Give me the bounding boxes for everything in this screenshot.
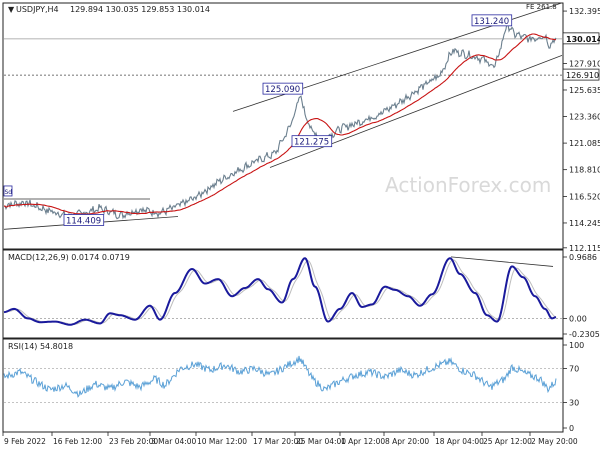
- rsi-series: [3, 355, 557, 398]
- main-grid: [4, 38, 562, 76]
- macd-axis: 0.9686 0.00 -0.2305: [563, 253, 600, 339]
- rsi-tick-label: 100: [569, 341, 584, 350]
- rsi-grid: [4, 368, 562, 403]
- price-series-line: [3, 21, 557, 220]
- channel-lower-line: [269, 54, 563, 168]
- price-axis: 132.395 127.910 125.635 123.360 121.085 118.8…: [562, 7, 600, 253]
- symbol-label: USDJPY,H4: [16, 5, 59, 14]
- price-tick-label: 118.810: [569, 166, 600, 175]
- time-tick-label: 17 Mar 20:00: [253, 437, 303, 446]
- macd-divergence-line: [450, 256, 554, 267]
- price-tick-label: 125.635: [569, 86, 600, 95]
- macd-label: MACD(12,26,9) 0.0174 0.0719: [8, 253, 130, 262]
- rsi-line: [3, 355, 557, 398]
- annotation-box: [262, 82, 304, 95]
- main-annotations: 125.090 121.275 131.240 114.409 Sd: [3, 14, 513, 226]
- rsi-tick-label: 70: [569, 365, 579, 374]
- time-tick-label: 8 Apr 20:00: [385, 437, 429, 446]
- time-tick-label: 2 May 20:00: [531, 437, 578, 446]
- macd-tick-label: 0.00: [569, 314, 587, 323]
- current-price-label: 130.014: [566, 35, 600, 44]
- price-tick-label: 127.910: [569, 59, 600, 68]
- left-edge-tag-box: [3, 185, 13, 197]
- ohlc-label: 129.894 130.035 129.853 130.014: [70, 5, 210, 14]
- rsi-tick-label: 0: [569, 424, 574, 433]
- annotation-label: 121.275: [294, 138, 329, 148]
- price-tick-label: 114.245: [569, 219, 600, 228]
- price-tick-label: 116.520: [569, 192, 600, 201]
- support-label: 126.910: [566, 71, 599, 80]
- macd-tick-label: -0.2305: [569, 330, 600, 339]
- support-flag: [562, 68, 600, 81]
- rsi-label: RSI(14) 54.8018: [8, 342, 73, 351]
- triangle-down-icon: ▼: [8, 5, 15, 14]
- annotation-box: [291, 135, 333, 148]
- time-axis: 9 Feb 2022 16 Feb 12:00 23 Feb 20:003 Mar …: [2, 432, 578, 446]
- moving-average-line: [4, 33, 557, 215]
- main-panel: [2, 2, 564, 250]
- price-tick-label: 112.115: [569, 244, 600, 253]
- annotation-box: [471, 14, 513, 27]
- watermark: ActionForex.com: [385, 173, 551, 197]
- time-tick-label: 23 Feb 20:00: [109, 437, 158, 446]
- time-tick-label: 1 Apr 12:00: [341, 437, 385, 446]
- time-tick-label: 16 Feb 12:00: [53, 437, 102, 446]
- macd-signal-line: [3, 259, 557, 325]
- time-tick-label: 9 Feb 2022: [4, 437, 46, 446]
- rsi-tick-label: 30: [569, 399, 579, 408]
- time-tick-label: 3 Mar 04:00: [151, 437, 197, 446]
- time-tick-label: 25 Apr 12:00: [483, 437, 532, 446]
- annotation-box: [63, 214, 105, 226]
- annotation-label: 125.090: [265, 85, 300, 95]
- time-tick-label: 10 Mar 12:00: [197, 437, 247, 446]
- macd-series: [3, 256, 557, 326]
- annotation-label: 114.409: [66, 216, 101, 226]
- rsi-panel: [2, 338, 564, 433]
- time-tick-label: 18 Apr 04:00: [435, 437, 484, 446]
- price-tick-label: 123.360: [569, 113, 600, 122]
- annotation-label: 131.240: [474, 17, 509, 27]
- macd-tick-label: 0.9686: [569, 253, 597, 262]
- rsi-axis: 100 70 30 0: [563, 341, 584, 433]
- time-tick-label: 25 Mar 04:00: [296, 437, 346, 446]
- top-right-label: FE 261.8: [526, 3, 557, 11]
- current-price-flag: [562, 32, 600, 45]
- price-tick-label: 121.085: [569, 139, 600, 148]
- price-tick-label: 132.395: [569, 7, 600, 16]
- macd-line: [3, 257, 557, 326]
- left-edge-tag: Sd: [5, 189, 13, 196]
